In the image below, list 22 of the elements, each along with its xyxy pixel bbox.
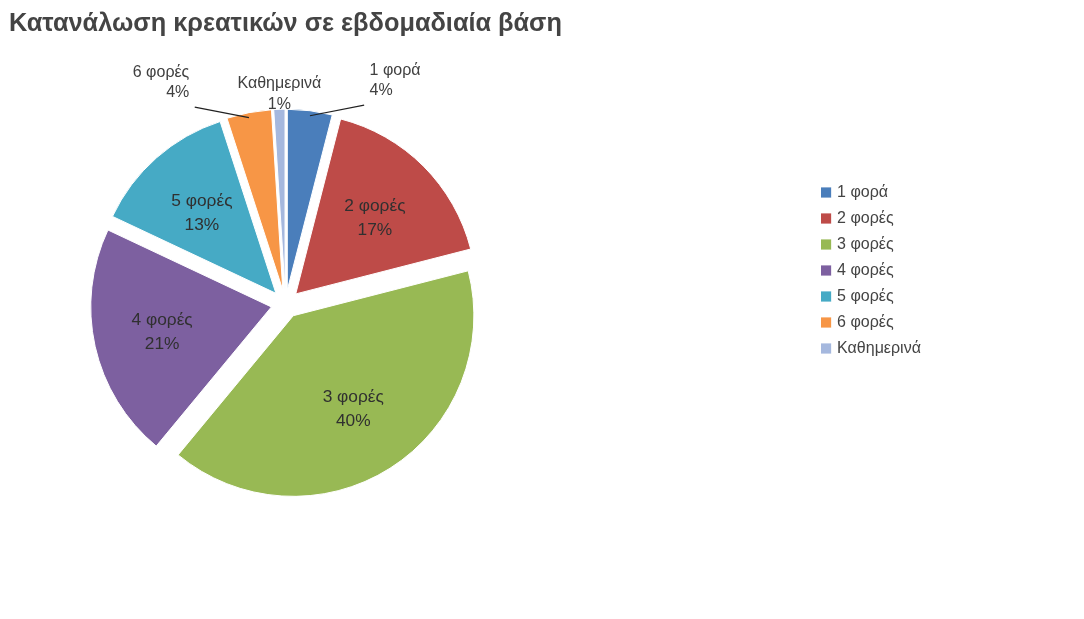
legend-label: Καθημερινά bbox=[837, 339, 921, 357]
slice-label: 1 φορά bbox=[369, 60, 421, 78]
legend-label: 4 φορές bbox=[837, 261, 894, 279]
legend-label: 1 φορά bbox=[837, 183, 889, 201]
data-label: 4% bbox=[369, 81, 393, 99]
data-label: 17% bbox=[357, 218, 393, 239]
chart-title: Κατανάλωση κρεατικών σε εβδομαδιαία βάση bbox=[9, 7, 562, 36]
slice-label: 6 φορές bbox=[132, 62, 190, 80]
slice-label: Καθημερινά bbox=[237, 74, 322, 92]
data-label: 4% bbox=[166, 83, 190, 101]
legend-label: 6 φορές bbox=[837, 313, 894, 331]
legend-label: 2 φορές bbox=[837, 209, 894, 227]
slice-label: 2 φορές bbox=[344, 194, 406, 215]
legend-label: 5 φορές bbox=[837, 287, 894, 305]
data-label: 13% bbox=[184, 213, 220, 234]
data-label: 1% bbox=[267, 94, 291, 112]
data-label: 40% bbox=[335, 409, 371, 430]
slice-label: 3 φορές bbox=[322, 385, 384, 406]
slice-label: 4 φορές bbox=[131, 308, 193, 329]
legend-label: 3 φορές bbox=[837, 235, 894, 253]
slice-label: 5 φορές bbox=[171, 189, 233, 210]
data-label: 21% bbox=[144, 332, 180, 353]
